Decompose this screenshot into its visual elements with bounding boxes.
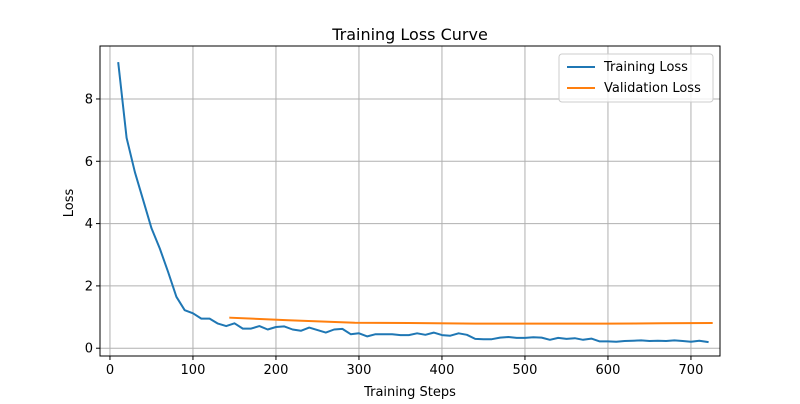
chart-title: Training Loss Curve xyxy=(331,25,488,44)
plot-area-frame xyxy=(99,45,721,357)
x-tick-label: 400 xyxy=(430,363,455,378)
x-tick-label: 300 xyxy=(347,363,372,378)
x-tick-label: 700 xyxy=(679,363,704,378)
y-tick-label: 8 xyxy=(85,92,93,107)
y-tick-label: 6 xyxy=(85,155,93,170)
x-tick-label: 200 xyxy=(264,363,289,378)
y-axis-ticks: 0 2 4 6 8 xyxy=(85,92,100,357)
y-tick-label: 2 xyxy=(85,279,93,294)
y-tick-label: 4 xyxy=(85,217,93,232)
legend-label-validation-loss: Validation Loss xyxy=(604,81,701,96)
x-tick-label: 0 xyxy=(106,363,114,378)
series-lines xyxy=(117,61,713,344)
series-line-validation-loss xyxy=(229,316,713,325)
legend-box xyxy=(558,53,714,103)
legend-label-training-loss: Training Loss xyxy=(603,60,688,75)
series-line-training-loss xyxy=(117,61,709,344)
x-tick-label: 100 xyxy=(181,363,206,378)
x-axis-ticks: 0 100 200 300 400 500 600 700 xyxy=(106,356,704,378)
legend: Training Loss Validation Loss xyxy=(558,53,714,103)
x-tick-label: 500 xyxy=(513,363,538,378)
y-axis-label: Loss xyxy=(62,189,77,218)
x-axis-label: Training Steps xyxy=(363,385,456,400)
x-tick-label: 600 xyxy=(596,363,621,378)
y-tick-label: 0 xyxy=(85,342,93,357)
